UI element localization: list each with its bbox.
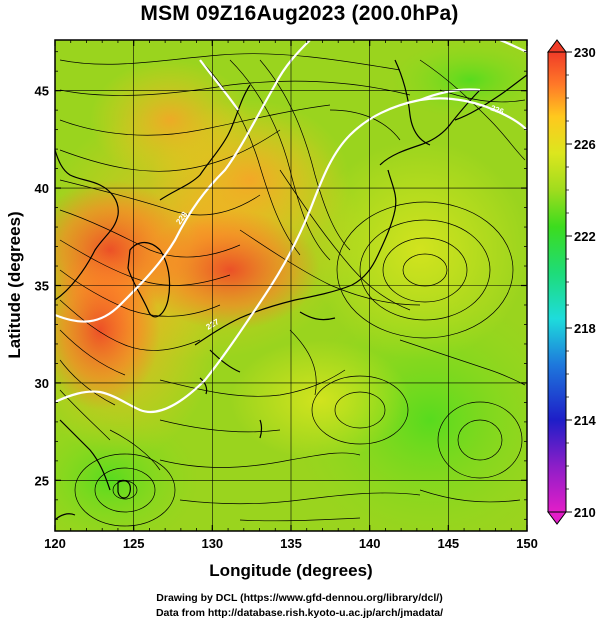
x-tick-label: 145 <box>437 536 459 551</box>
y-tick-label: 35 <box>35 279 49 294</box>
colorbar-tick-label: 222 <box>574 229 596 244</box>
colorbar: 230 226 222 218 214 210 <box>547 39 596 525</box>
colorbar-bar <box>547 51 567 513</box>
coastlines <box>55 59 527 521</box>
y-axis: 25 30 35 40 45 <box>35 51 527 520</box>
x-axis-label: Longitude (degrees) <box>209 561 372 580</box>
contour-label: 226 <box>489 103 505 116</box>
colorbar-bottom-arrow <box>547 511 567 525</box>
x-tick-label: 125 <box>123 536 145 551</box>
colorbar-tick-label: 226 <box>574 137 596 152</box>
colorbar-tick-label: 230 <box>574 45 596 60</box>
temperature-field <box>55 40 527 531</box>
colorbar-tick-label: 218 <box>574 321 596 336</box>
y-axis-label: Latitude (degrees) <box>5 211 24 358</box>
contour-lines <box>55 40 527 413</box>
colorbar-tick-label: 210 <box>574 505 596 520</box>
x-tick-label: 135 <box>280 536 302 551</box>
y-tick-label: 25 <box>35 473 49 488</box>
credit-line-1: Drawing by DCL (https://www.gfd-dennou.o… <box>156 592 443 604</box>
y-tick-label: 40 <box>35 181 49 196</box>
x-tick-label: 120 <box>44 536 66 551</box>
x-tick-label: 140 <box>359 536 381 551</box>
gridlines <box>55 40 527 531</box>
colorbar-top-arrow <box>547 39 567 53</box>
credit-line-2: Data from http://database.rish.kyoto-u.a… <box>155 607 444 619</box>
map-title: MSM 09Z16Aug2023 (200.0hPa) <box>140 2 459 25</box>
colorbar-ticks: 230 226 222 218 214 210 <box>566 45 596 520</box>
colorbar-tick-label: 214 <box>574 413 596 428</box>
x-tick-label: 150 <box>516 536 538 551</box>
y-tick-label: 30 <box>35 376 49 391</box>
y-tick-label: 45 <box>35 84 49 99</box>
x-axis: 120 125 130 135 140 145 150 <box>44 40 538 551</box>
x-tick-label: 130 <box>201 536 223 551</box>
streamlines <box>59 53 526 527</box>
